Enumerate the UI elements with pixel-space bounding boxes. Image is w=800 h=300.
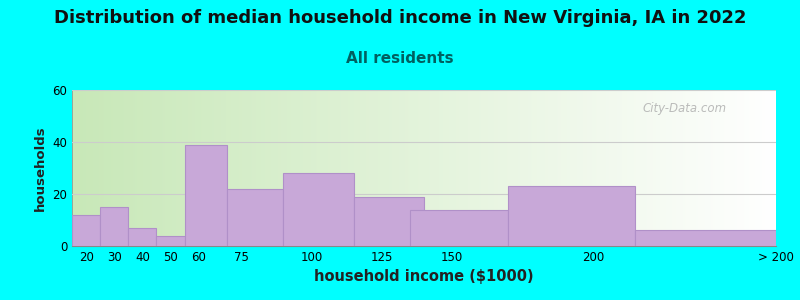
Text: City-Data.com: City-Data.com <box>642 102 726 115</box>
Bar <box>283 173 354 246</box>
Text: Distribution of median household income in New Virginia, IA in 2022: Distribution of median household income … <box>54 9 746 27</box>
Bar <box>509 186 635 246</box>
Bar <box>635 230 776 246</box>
Y-axis label: households: households <box>34 125 46 211</box>
Text: All residents: All residents <box>346 51 454 66</box>
X-axis label: household income ($1000): household income ($1000) <box>314 269 534 284</box>
Bar <box>128 228 157 246</box>
Bar <box>72 215 100 246</box>
Bar <box>157 236 185 246</box>
Bar <box>185 145 227 246</box>
Bar <box>354 196 424 246</box>
Bar <box>100 207 128 246</box>
Bar <box>410 210 509 246</box>
Bar <box>227 189 283 246</box>
